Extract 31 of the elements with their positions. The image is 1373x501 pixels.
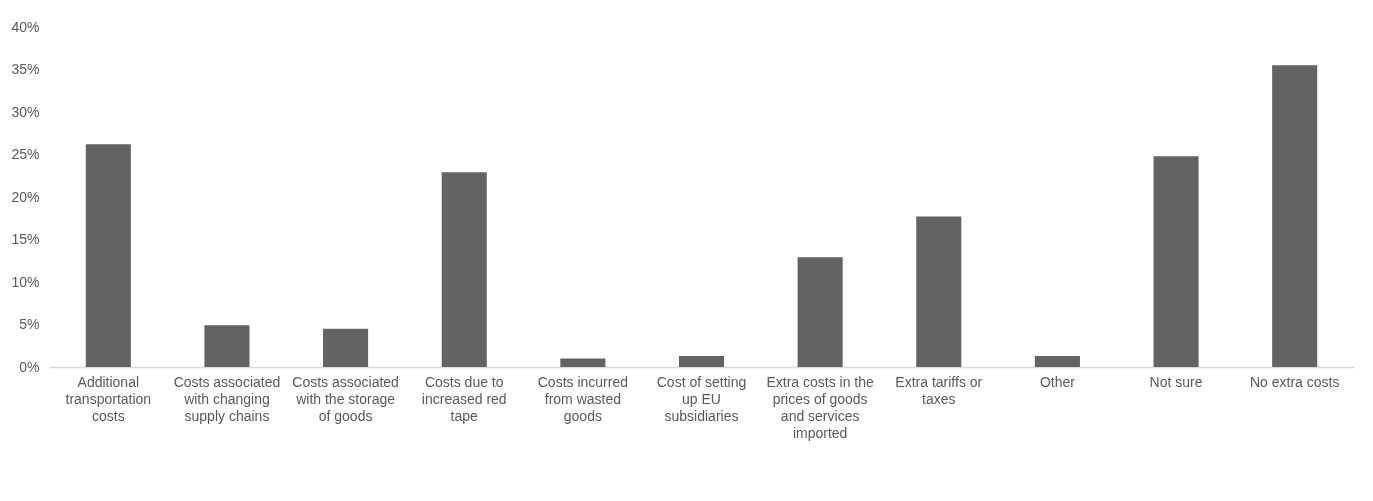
y-tick-label: 40%	[11, 18, 40, 35]
x-tick-label: Costs due to increased red tape	[421, 373, 507, 424]
bar	[85, 144, 131, 367]
y-tick-label: 0%	[19, 358, 40, 375]
y-tick-label: 30%	[11, 103, 40, 120]
bar	[797, 257, 843, 367]
x-tick-label: Not sure	[1149, 373, 1203, 390]
y-tick-label: 20%	[11, 188, 40, 205]
x-tick-label: Extra tariffs or taxes	[895, 373, 983, 407]
y-tick-label: 15%	[11, 231, 40, 247]
x-tick-label: Additional transportation costs	[65, 373, 152, 424]
bar	[678, 355, 725, 367]
x-tick-label: Costs associated with changing supply chains	[173, 373, 281, 424]
bar	[916, 216, 962, 367]
y-tick-label: 25%	[11, 146, 40, 162]
y-tick-label: 5%	[19, 316, 40, 332]
x-tick-label: No extra costs	[1249, 373, 1340, 390]
bar	[1034, 355, 1080, 367]
bar	[560, 358, 606, 367]
x-tick-label: Costs incurred from wasted goods	[537, 373, 628, 424]
bar	[323, 328, 369, 367]
bar	[204, 325, 250, 367]
y-tick-label: 10%	[11, 273, 40, 290]
x-tick-label: Costs associated with the storage of goods	[292, 373, 399, 424]
x-tick-label: Other	[1039, 373, 1076, 390]
x-tick-label: Extra costs in the prices of goods and services imported	[766, 373, 875, 441]
y-tick-label: 35%	[11, 61, 40, 77]
bar	[441, 172, 487, 367]
x-tick-label: Cost of setting up EU subsidiaries	[656, 373, 747, 424]
bar	[1272, 65, 1318, 367]
bar	[1153, 156, 1199, 367]
